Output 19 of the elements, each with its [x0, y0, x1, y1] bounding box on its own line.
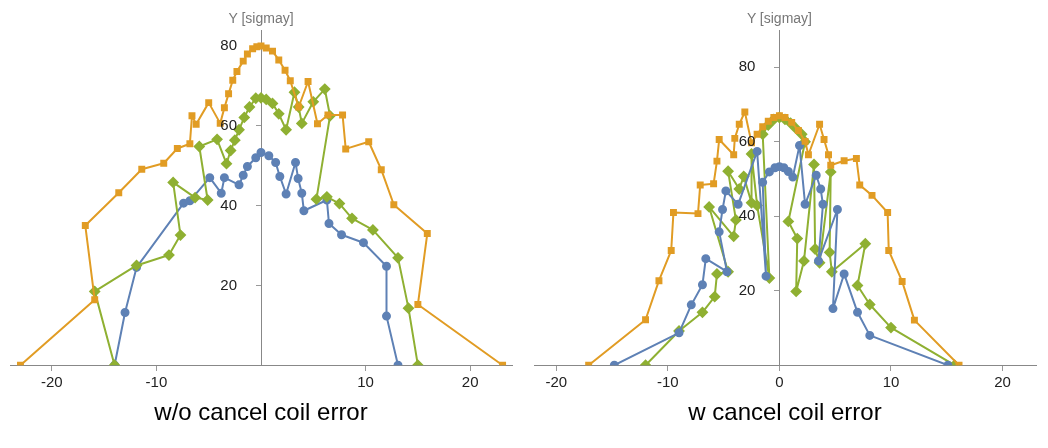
x-tick-label: -20	[545, 373, 568, 391]
x-tick-label: 20	[994, 373, 1011, 391]
x-tick-label: -10	[145, 373, 168, 391]
x-tick-label: -10	[657, 373, 679, 391]
x-tick-label: 20	[461, 373, 479, 391]
y-tick-label: 80	[220, 36, 237, 54]
y-axis-title: Y [sigmay]	[228, 9, 294, 26]
y-tick-label: 40	[220, 195, 237, 213]
x-tick-label: 10	[882, 373, 900, 391]
y-tick-label: 40	[738, 206, 756, 224]
x-tick-label: 10	[357, 373, 374, 391]
x-tick-label: 0	[775, 373, 784, 391]
y-tick-label: 80	[738, 57, 756, 75]
x-tick-label: -20	[40, 373, 63, 391]
text: w cancel coil error	[687, 398, 882, 426]
text: w/o cancel coil error	[153, 398, 368, 426]
y-tick-label: 20	[220, 275, 237, 293]
y-axis-title: Y [sigmay]	[746, 9, 812, 26]
y-tick-label: 20	[738, 280, 756, 298]
